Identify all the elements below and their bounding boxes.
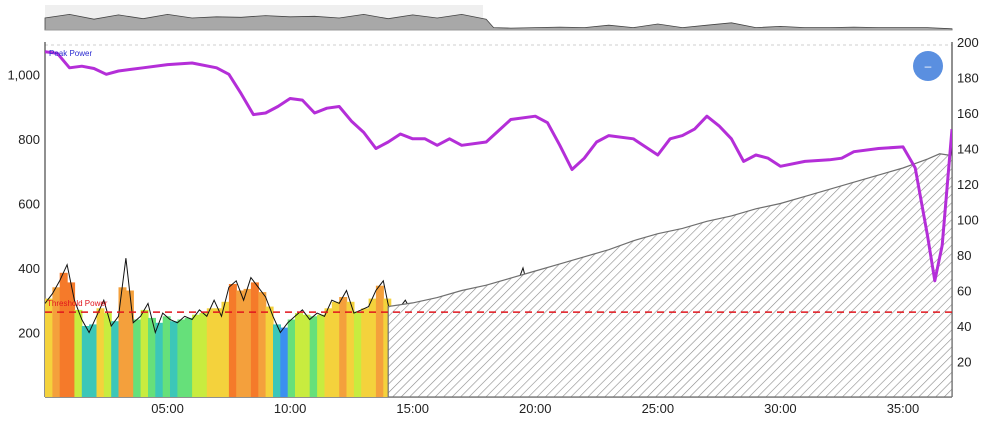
power-bar [199,313,208,397]
power-bar [214,308,223,397]
left-tick-label: 400 [18,261,40,276]
x-tick-label: 35:00 [887,401,920,416]
power-bar [265,306,274,397]
power-bar [375,285,384,397]
right-tick-label: 20 [957,355,971,370]
power-bar [339,297,348,397]
power-bar [383,298,392,397]
power-bar [317,314,326,397]
power-bar [52,287,61,397]
power-bar [162,316,171,397]
power-bar [103,313,112,397]
power-bar [118,287,127,397]
power-bar [324,308,333,397]
threshold-power-label: Threshold Power [47,299,108,308]
power-bar [361,308,370,397]
peak-power-line [45,50,952,283]
x-tick-label: 20:00 [519,401,552,416]
overview-area [44,13,953,31]
power-bar [295,313,303,397]
right-tick-label: 40 [957,319,971,334]
power-bar [368,298,377,397]
right-tick-label: 100 [957,213,979,228]
power-bar [309,316,318,397]
power-bar [302,314,311,397]
power-bar [59,272,68,397]
right-tick-label: 160 [957,106,979,121]
power-bar [148,317,156,397]
power-bar [140,309,149,397]
left-tick-label: 600 [18,196,40,211]
zoom-out-button[interactable]: – [913,51,943,81]
power-bar [280,327,289,397]
right-tick-label: 60 [957,284,971,299]
heart-rate-hatched-area [387,153,952,397]
left-axis-ticks: 200 400 600 800 1,000 [7,67,40,340]
peak-power-label: Peak Power [49,49,92,58]
zoom-button-circle[interactable] [913,51,943,81]
power-bar [206,308,215,397]
x-tick-label: 05:00 [151,401,184,416]
power-bar [111,321,120,397]
right-tick-label: 200 [957,35,979,50]
power-bar [96,308,105,397]
power-bar [133,319,142,397]
x-axis-ticks: 05:00 10:00 15:00 20:00 25:00 30:00 35:00 [151,401,919,416]
x-tick-label: 25:00 [642,401,675,416]
power-bar [250,282,259,397]
power-bar [81,326,90,397]
left-tick-label: 1,000 [7,67,40,82]
right-tick-label: 140 [957,142,979,157]
power-bar [74,309,83,397]
zoom-button-label[interactable]: – [925,59,932,73]
power-bar [155,322,164,397]
power-bar [273,324,281,397]
power-bar [236,290,245,397]
right-tick-label: 180 [957,71,979,86]
power-bar [243,288,252,397]
power-bar [346,301,355,397]
power-bar [177,319,186,397]
power-bar [125,290,134,397]
power-bar [67,282,76,397]
overview-strip[interactable] [44,5,953,31]
power-bar [228,284,237,397]
power-bar [353,311,362,397]
power-bar [258,292,267,397]
left-tick-label: 200 [18,325,40,340]
right-axis-ticks: 20 40 60 80 100 120 140 160 180 200 [957,35,979,370]
power-bar [184,317,193,397]
power-bar [89,324,98,397]
x-tick-label: 30:00 [764,401,797,416]
power-bar [45,298,53,397]
right-tick-label: 120 [957,177,979,192]
power-bar [192,314,201,397]
power-bar [331,301,340,397]
power-bar [287,319,296,397]
right-tick-label: 80 [957,248,971,263]
power-bar [170,321,178,397]
x-tick-label: 15:00 [396,401,429,416]
left-tick-label: 800 [18,132,40,147]
x-tick-label: 10:00 [274,401,307,416]
power-bar [221,301,230,397]
